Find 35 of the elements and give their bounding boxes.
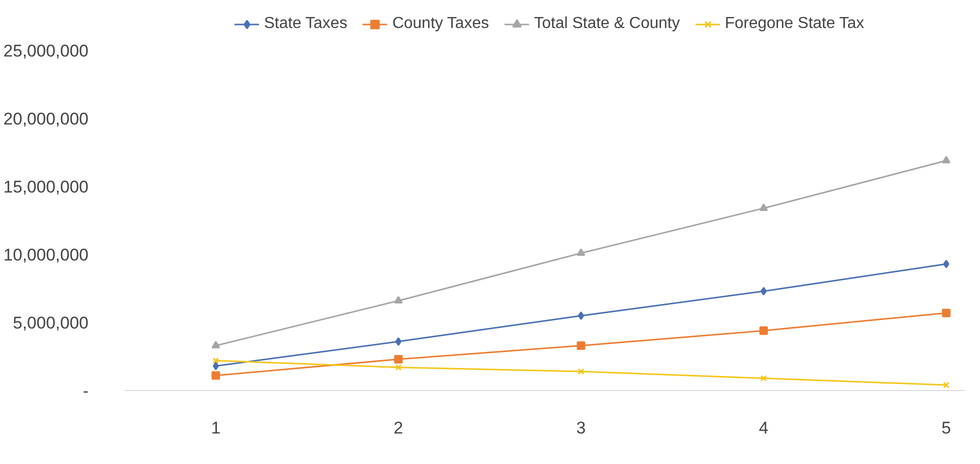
point <box>576 248 586 256</box>
x-tick-label: 3 <box>576 418 586 438</box>
point <box>394 296 403 304</box>
y-tick-label: 20,000,000 <box>3 110 89 128</box>
point <box>212 340 220 348</box>
y-tick-label: - <box>82 382 89 400</box>
y-tick-label: 15,000,000 <box>3 178 89 196</box>
point <box>943 260 950 268</box>
point <box>212 357 220 364</box>
legend-label: Total State & County <box>534 15 680 33</box>
point <box>576 341 586 350</box>
x-tick-label: 2 <box>394 418 404 438</box>
point <box>759 326 768 335</box>
point <box>212 371 220 380</box>
y-tick-label: 10,000,000 <box>3 246 89 264</box>
point <box>212 362 219 370</box>
point <box>578 311 584 320</box>
legend-label: State Taxes <box>264 15 348 33</box>
point <box>760 375 767 382</box>
point <box>578 368 584 375</box>
point <box>943 382 950 388</box>
legend-label: Foregone State Tax <box>724 15 864 33</box>
x-tick-label: 1 <box>211 418 221 438</box>
point <box>395 337 402 346</box>
point <box>395 364 402 371</box>
x-tick-label: 5 <box>942 418 951 438</box>
point <box>942 156 950 164</box>
y-tick-label: 25,000,000 <box>3 42 89 60</box>
point <box>942 308 950 318</box>
point <box>759 203 768 212</box>
legend-label: County Taxes <box>392 15 489 33</box>
y-tick-label: 5,000,000 <box>12 314 89 332</box>
x-tick-label: 4 <box>758 418 768 438</box>
point <box>760 286 767 296</box>
point <box>394 354 403 364</box>
